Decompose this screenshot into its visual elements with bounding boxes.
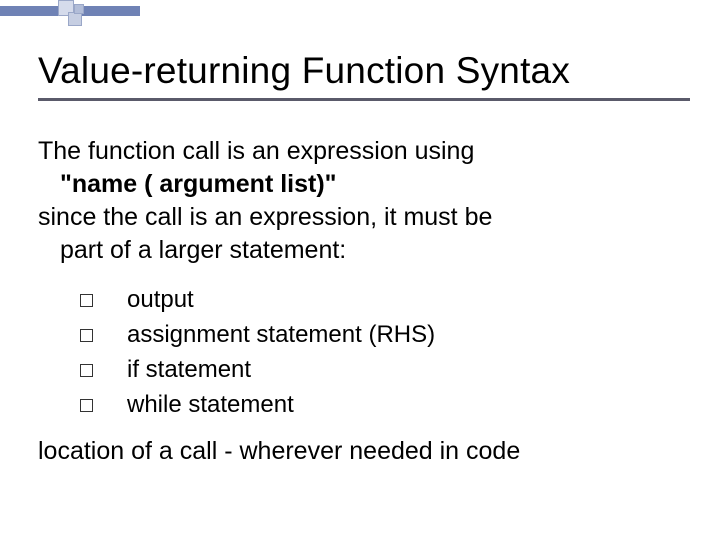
intro-paragraph: The function call is an expression using… — [38, 135, 690, 267]
title-underline — [38, 98, 690, 101]
square-bullet-icon — [80, 329, 93, 342]
list-item: assignment statement (RHS) — [80, 318, 690, 351]
square-bullet-icon — [80, 399, 93, 412]
para-line: The function call is an expression using — [38, 137, 474, 165]
list-item: if statement — [80, 353, 690, 386]
list-item-label: assignment statement (RHS) — [127, 318, 435, 351]
para-line-emphasis: "name ( argument list)" — [38, 168, 690, 201]
closing-line: location of a call - wherever needed in … — [38, 435, 690, 468]
list-item: output — [80, 283, 690, 316]
list-item-label: if statement — [127, 353, 251, 386]
bullet-list: output assignment statement (RHS) if sta… — [80, 283, 690, 421]
list-item-label: while statement — [127, 388, 294, 421]
para-line: since the call is an expression, it must… — [38, 203, 492, 231]
slide-content: Value-returning Function Syntax The func… — [38, 50, 690, 467]
square-bullet-icon — [80, 364, 93, 377]
accent-square-icon — [74, 4, 84, 14]
para-line: part of a larger statement: — [38, 234, 690, 267]
accent-band-left — [0, 6, 62, 16]
list-item: while statement — [80, 388, 690, 421]
accent-square-icon — [68, 12, 82, 26]
slide-title: Value-returning Function Syntax — [38, 50, 690, 92]
square-bullet-icon — [80, 294, 93, 307]
list-item-label: output — [127, 283, 194, 316]
corner-decoration — [0, 0, 140, 40]
accent-band-right — [82, 6, 140, 16]
